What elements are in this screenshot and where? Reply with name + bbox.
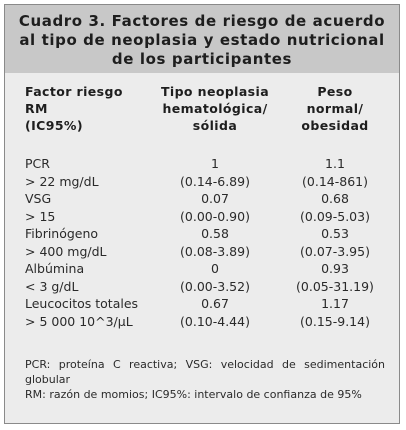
cell-peso: (0.09-5.03): [300, 208, 370, 224]
cell-neoplasia: (0.00-3.52): [180, 278, 250, 294]
cell-neoplasia: 0.07: [201, 191, 229, 206]
cell-factor: Fibrinógeno: [25, 226, 99, 241]
cell-peso: 0.93: [321, 261, 349, 276]
cell-neoplasia: 0: [211, 261, 219, 276]
cell-peso: 1.1: [325, 156, 345, 171]
cell-factor: VSG: [25, 191, 52, 206]
table-row: > 400 mg/dL (0.08-3.89) (0.07-3.95): [5, 243, 399, 261]
table-footnotes: PCR: proteína C reactiva; VSG: velocidad…: [25, 357, 385, 402]
title-line-2: al tipo de neoplasia y estado nutriciona…: [19, 31, 385, 49]
cell-factor: > 15: [25, 208, 56, 224]
cell-factor: Albúmina: [25, 261, 85, 276]
header-factor-line: Factor riesgo: [25, 84, 123, 99]
cell-peso: (0.05-31.19): [296, 278, 374, 294]
cell-factor: > 400 mg/dL: [25, 243, 107, 259]
header-peso-line: Peso: [317, 84, 353, 99]
header-peso-line: obesidad: [301, 118, 369, 133]
header-neoplasia-line: hematológica/: [162, 101, 268, 116]
table-row: Leucocitos totales 0.67 1.17: [5, 295, 399, 313]
cell-neoplasia: (0.00-0.90): [180, 208, 250, 224]
cell-factor: < 3 g/dL: [25, 278, 79, 294]
header-factor-line: (IC95%): [25, 118, 83, 133]
header-neoplasia: Tipo neoplasia hematológica/ sólida: [150, 83, 280, 134]
table-title: Cuadro 3. Factores de riesgo de acuerdo …: [5, 5, 399, 73]
cell-factor: > 5 000 10^3/µL: [25, 313, 133, 329]
cell-peso: 0.53: [321, 226, 349, 241]
cell-neoplasia: 0.67: [201, 296, 229, 311]
header-neoplasia-line: sólida: [192, 118, 238, 133]
cell-factor: > 22 mg/dL: [25, 173, 99, 189]
header-neoplasia-line: Tipo neoplasia: [160, 84, 270, 99]
header-factor-line: RM: [25, 101, 48, 116]
cell-factor: Leucocitos totales: [25, 296, 139, 311]
table-panel: Cuadro 3. Factores de riesgo de acuerdo …: [4, 4, 400, 424]
table-body: Factor riesgo RM (IC95%) Tipo neoplasia …: [5, 73, 399, 423]
title-line-3: de los participantes: [111, 50, 293, 68]
footnote-abbreviations: PCR: proteína C reactiva; VSG: velocidad…: [25, 358, 385, 386]
cell-neoplasia: 1: [211, 156, 219, 171]
footnote-rm: RM: razón de momios; IC95%: intervalo de…: [25, 388, 362, 401]
cell-peso: (0.15-9.14): [300, 313, 370, 329]
cell-peso: 0.68: [321, 191, 349, 206]
cell-neoplasia: (0.08-3.89): [180, 243, 250, 259]
header-factor: Factor riesgo RM (IC95%): [25, 83, 123, 134]
cell-peso: (0.07-3.95): [300, 243, 370, 259]
title-line-1: Cuadro 3. Factores de riesgo de acuerdo: [18, 12, 386, 30]
cell-peso: (0.14-861): [302, 173, 368, 189]
cell-factor: PCR: [25, 156, 50, 171]
cell-neoplasia: (0.14-6.89): [180, 173, 250, 189]
table-rows: PCR 1 1.1 > 22 mg/dL (0.14-6.89) (0.14-8…: [5, 155, 399, 330]
table-row: Fibrinógeno 0.58 0.53: [5, 225, 399, 243]
table-row: < 3 g/dL (0.00-3.52) (0.05-31.19): [5, 278, 399, 296]
cell-neoplasia: (0.10-4.44): [180, 313, 250, 329]
table-row: PCR 1 1.1: [5, 155, 399, 173]
table-row: Albúmina 0 0.93: [5, 260, 399, 278]
table-row: VSG 0.07 0.68: [5, 190, 399, 208]
header-peso: Peso normal/ obesidad: [280, 83, 390, 134]
table-row: > 15 (0.00-0.90) (0.09-5.03): [5, 208, 399, 226]
header-peso-line: normal/: [306, 101, 364, 116]
cell-neoplasia: 0.58: [201, 226, 229, 241]
table-row: > 22 mg/dL (0.14-6.89) (0.14-861): [5, 173, 399, 191]
table-row: > 5 000 10^3/µL (0.10-4.44) (0.15-9.14): [5, 313, 399, 331]
cell-peso: 1.17: [321, 296, 349, 311]
